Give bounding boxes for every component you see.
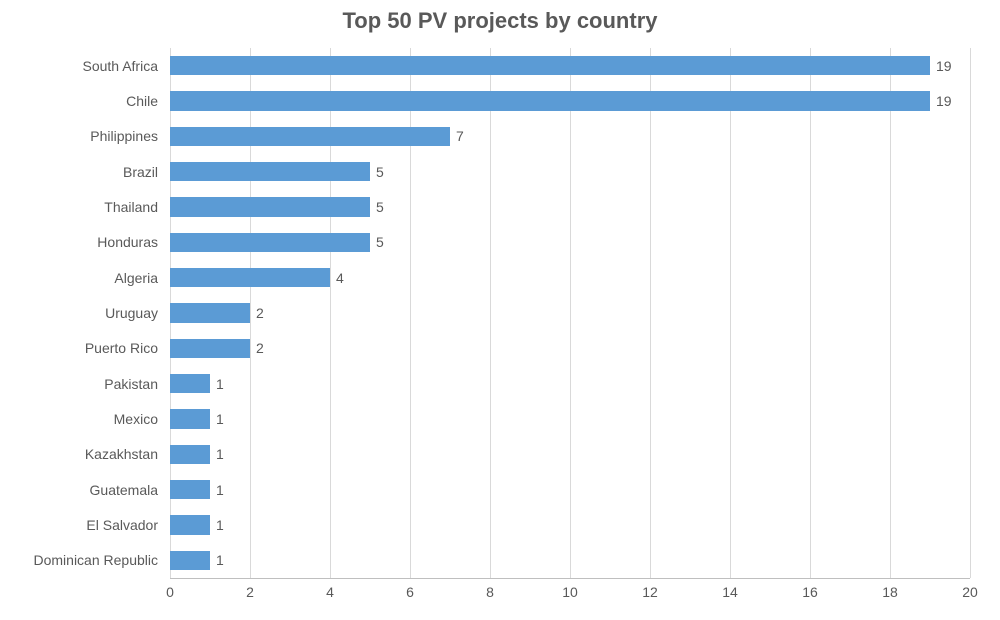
bar-value-label: 1 xyxy=(216,517,224,533)
bar xyxy=(170,374,210,393)
y-axis-label: Honduras xyxy=(97,234,158,250)
bar xyxy=(170,268,330,287)
y-axis-label: Guatemala xyxy=(90,482,158,498)
x-tick-label: 8 xyxy=(486,584,494,600)
bar xyxy=(170,339,250,358)
bar-value-label: 5 xyxy=(376,164,384,180)
x-tick-label: 20 xyxy=(962,584,978,600)
bar xyxy=(170,515,210,534)
bar-value-label: 1 xyxy=(216,482,224,498)
bar-value-label: 19 xyxy=(936,93,952,109)
x-tick-label: 0 xyxy=(166,584,174,600)
y-axis-label: Brazil xyxy=(123,164,158,180)
bar-value-label: 1 xyxy=(216,552,224,568)
x-tick-label: 4 xyxy=(326,584,334,600)
x-gridline xyxy=(490,48,491,578)
y-axis-label: Kazakhstan xyxy=(85,446,158,462)
bar xyxy=(170,233,370,252)
y-axis-label: Philippines xyxy=(90,128,158,144)
y-axis-label: Mexico xyxy=(114,411,158,427)
x-gridline xyxy=(970,48,971,578)
x-gridline xyxy=(810,48,811,578)
bar xyxy=(170,197,370,216)
bar-value-label: 2 xyxy=(256,340,264,356)
y-axis-label: Thailand xyxy=(104,199,158,215)
bar-value-label: 4 xyxy=(336,270,344,286)
x-gridline xyxy=(570,48,571,578)
bar-value-label: 2 xyxy=(256,305,264,321)
bar xyxy=(170,445,210,464)
y-axis-label: Pakistan xyxy=(104,376,158,392)
y-axis-label: El Salvador xyxy=(86,517,158,533)
chart-title: Top 50 PV projects by country xyxy=(0,8,1000,34)
bar xyxy=(170,409,210,428)
bar-value-label: 7 xyxy=(456,128,464,144)
x-tick-label: 16 xyxy=(802,584,818,600)
x-tick-label: 14 xyxy=(722,584,738,600)
bar-value-label: 5 xyxy=(376,234,384,250)
x-gridline xyxy=(650,48,651,578)
x-tick-label: 2 xyxy=(246,584,254,600)
y-axis-label: Dominican Republic xyxy=(33,552,158,568)
x-tick-label: 18 xyxy=(882,584,898,600)
bar-value-label: 1 xyxy=(216,376,224,392)
x-gridline xyxy=(730,48,731,578)
bar xyxy=(170,162,370,181)
y-axis-label: Algeria xyxy=(114,270,158,286)
bar xyxy=(170,551,210,570)
y-axis-label: Chile xyxy=(126,93,158,109)
y-axis-label: Puerto Rico xyxy=(85,340,158,356)
bar-value-label: 19 xyxy=(936,58,952,74)
bar xyxy=(170,127,450,146)
x-tick-label: 6 xyxy=(406,584,414,600)
bar xyxy=(170,56,930,75)
x-tick-label: 12 xyxy=(642,584,658,600)
x-gridline xyxy=(890,48,891,578)
x-tick-label: 10 xyxy=(562,584,578,600)
bar-value-label: 1 xyxy=(216,446,224,462)
bar-value-label: 1 xyxy=(216,411,224,427)
y-axis-label: Uruguay xyxy=(105,305,158,321)
bar xyxy=(170,303,250,322)
bar xyxy=(170,480,210,499)
plot-area: 02468101214161820South Africa19Chile19Ph… xyxy=(170,48,970,578)
bar xyxy=(170,91,930,110)
x-axis-line xyxy=(170,578,970,579)
y-axis-label: South Africa xyxy=(83,58,159,74)
bar-value-label: 5 xyxy=(376,199,384,215)
chart-container: Top 50 PV projects by country 0246810121… xyxy=(0,0,1000,620)
